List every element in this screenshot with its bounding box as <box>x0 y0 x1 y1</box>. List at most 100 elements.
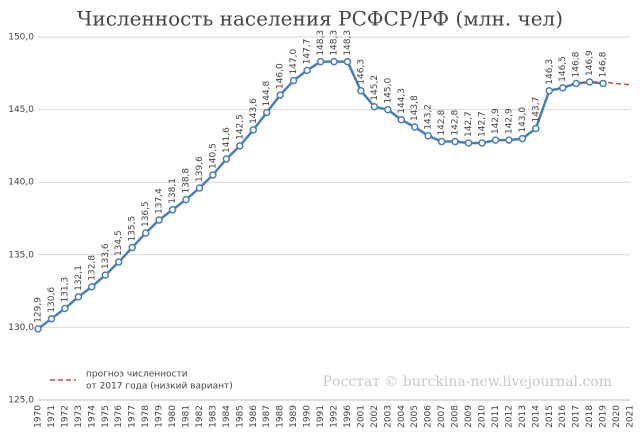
data-label: 146,8 <box>599 51 609 77</box>
data-label: 142,5 <box>235 114 245 140</box>
data-label: 132,1 <box>74 265 84 291</box>
data-point <box>276 91 284 99</box>
data-label: 146,5 <box>558 56 568 82</box>
x-tick-label: 2002 <box>370 405 380 428</box>
x-tick-label: 1986 <box>249 405 259 428</box>
data-point <box>424 131 432 140</box>
x-tick-label: 2001 <box>356 405 366 428</box>
data-point <box>505 136 513 144</box>
data-label: 144,3 <box>397 88 407 114</box>
x-tick-label: 2013 <box>518 405 528 428</box>
data-label: 148,3 <box>316 30 326 56</box>
data-point <box>437 137 446 146</box>
data-point <box>168 206 177 214</box>
y-tick-label: 135,0 <box>8 250 34 260</box>
data-point <box>88 282 96 291</box>
x-tick-label: 2008 <box>451 405 461 428</box>
data-point <box>572 79 580 88</box>
y-tick-label: 145,0 <box>8 105 34 115</box>
x-tick-label: 1977 <box>128 405 138 428</box>
data-label: 146,3 <box>545 59 555 85</box>
legend-label: от 2017 года (низкий вариант) <box>86 382 233 392</box>
data-point <box>182 195 190 204</box>
data-label: 148,3 <box>330 30 340 56</box>
x-tick-label: 2007 <box>437 405 447 428</box>
x-tick-label: 1982 <box>195 405 205 428</box>
x-tick-label: 1970 <box>34 405 44 428</box>
data-label: 138,1 <box>168 178 178 204</box>
x-tick-label: 1992 <box>330 405 340 428</box>
data-label: 145,0 <box>383 78 393 104</box>
data-point <box>330 57 338 66</box>
data-point <box>370 102 379 111</box>
data-label: 142,7 <box>478 111 488 137</box>
x-tick-label: 2017 <box>572 405 582 428</box>
data-point <box>518 134 527 143</box>
data-label: 131,3 <box>60 277 70 303</box>
data-label: 142,9 <box>504 108 514 134</box>
x-tick-label: 2009 <box>464 405 474 428</box>
x-tick-label: 1980 <box>168 405 178 428</box>
x-tick-label: 1974 <box>87 405 97 428</box>
x-tick-label: 2011 <box>491 405 501 428</box>
data-point <box>558 84 567 92</box>
y-tick-label: 125,0 <box>8 396 34 406</box>
data-point <box>74 293 83 301</box>
data-label: 140,5 <box>208 143 218 169</box>
data-label: 136,5 <box>141 201 151 227</box>
data-point <box>491 136 500 144</box>
data-point <box>236 142 244 150</box>
data-point <box>249 126 258 134</box>
data-point <box>209 171 217 179</box>
x-tick-label: 1990 <box>303 405 313 428</box>
data-point <box>155 216 163 224</box>
data-point <box>195 184 204 192</box>
chart-title: Численность населения РСФСР/РФ (млн. чел… <box>77 7 563 31</box>
data-label: 146,3 <box>356 59 366 85</box>
x-tick-label: 1988 <box>276 405 286 428</box>
x-tick-label: 2021 <box>626 405 636 428</box>
data-label: 130,6 <box>47 287 57 313</box>
x-tick-label: 1979 <box>155 405 165 428</box>
data-point <box>262 108 271 117</box>
data-point <box>47 314 56 323</box>
data-label: 143,2 <box>424 104 434 130</box>
data-point <box>599 79 607 88</box>
x-tick-label: 1973 <box>74 405 84 428</box>
data-point <box>397 116 406 124</box>
data-label: 139,6 <box>195 156 205 182</box>
x-tick-label: 1989 <box>289 405 299 428</box>
data-point <box>289 76 298 85</box>
data-label: 146,8 <box>572 51 582 77</box>
data-label: 143,8 <box>410 95 420 121</box>
data-label: 145,2 <box>370 75 380 101</box>
data-label: 143,7 <box>531 97 541 123</box>
x-tick-label: 2012 <box>504 405 514 428</box>
x-tick-label: 2014 <box>531 405 541 428</box>
data-point <box>128 243 136 252</box>
data-label: 133,6 <box>101 243 111 269</box>
x-tick-label: 1983 <box>208 405 218 428</box>
x-tick-label: 1991 <box>316 405 326 428</box>
data-point <box>34 325 42 333</box>
x-tick-label: 1976 <box>114 405 124 428</box>
x-tick-label: 2020 <box>612 405 622 428</box>
data-label: 132,8 <box>87 255 97 281</box>
data-point <box>451 137 459 146</box>
x-tick-label: 1996 <box>343 405 353 428</box>
data-label: 142,8 <box>451 110 461 136</box>
data-line <box>37 60 604 330</box>
data-point <box>464 139 473 147</box>
data-label: 138,8 <box>182 168 192 194</box>
x-tick-label: 1985 <box>235 405 245 428</box>
x-tick-label: 2015 <box>545 405 555 428</box>
data-point <box>410 123 419 131</box>
data-point <box>222 155 231 163</box>
data-point <box>61 304 69 313</box>
data-point <box>585 78 594 86</box>
x-tick-label: 2018 <box>585 405 595 428</box>
data-label: 142,9 <box>491 108 501 134</box>
data-label: 148,3 <box>343 30 353 56</box>
watermark: Росстат © burckina-new.livejournal.com <box>323 374 612 390</box>
